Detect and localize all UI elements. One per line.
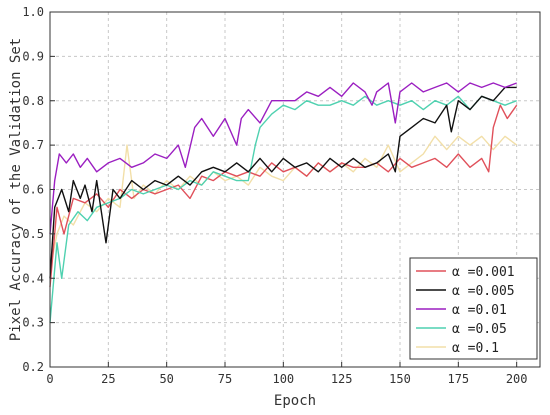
x-tick-label: 50 — [159, 372, 173, 386]
x-tick-label: 75 — [218, 372, 232, 386]
y-tick-label: 0.2 — [22, 360, 44, 374]
x-tick-label: 125 — [331, 372, 353, 386]
x-tick-label: 100 — [272, 372, 294, 386]
x-axis-label: Epoch — [274, 393, 316, 409]
axis-ticks: 0 25 50 75 100 125 150 175 200 0.2 0.3 0.4 0.5 0.6 0.7… — [22, 5, 527, 386]
series-line — [49, 95, 517, 323]
y-tick-label: 0.7 — [22, 138, 44, 152]
y-tick-label: 0.5 — [22, 227, 44, 241]
y-tick-label: 0.9 — [22, 49, 44, 63]
series-line — [49, 104, 518, 288]
x-tick-label: 150 — [389, 372, 411, 386]
x-tick-label: 175 — [447, 372, 469, 386]
y-tick-label: 0.8 — [22, 94, 44, 108]
legend-entry-label: α =0.01 — [452, 303, 507, 318]
legend-entry-label: α =0.05 — [452, 322, 507, 337]
legend-entry-label: α =0.005 — [452, 284, 515, 299]
series-line — [49, 86, 517, 279]
series-lines — [49, 82, 518, 323]
legend-entry-label: α =0.1 — [452, 341, 499, 356]
series-line — [49, 82, 517, 234]
legend-entry-label: α =0.001 — [452, 265, 515, 280]
y-tick-label: 0.6 — [22, 183, 44, 197]
x-tick-label: 0 — [46, 372, 53, 386]
legend: α =0.001 α =0.005 α =0.01 α =0.05 α =0.1 — [409, 257, 538, 360]
x-tick-label: 25 — [101, 372, 115, 386]
y-tick-label: 0.4 — [22, 271, 44, 285]
y-tick-label: 0.3 — [22, 316, 44, 330]
y-tick-label: 1.0 — [22, 5, 44, 19]
series-line — [49, 135, 518, 270]
y-axis-label: Pixel Accuracy of the Validation Set — [8, 38, 24, 341]
x-tick-label: 200 — [506, 372, 528, 386]
